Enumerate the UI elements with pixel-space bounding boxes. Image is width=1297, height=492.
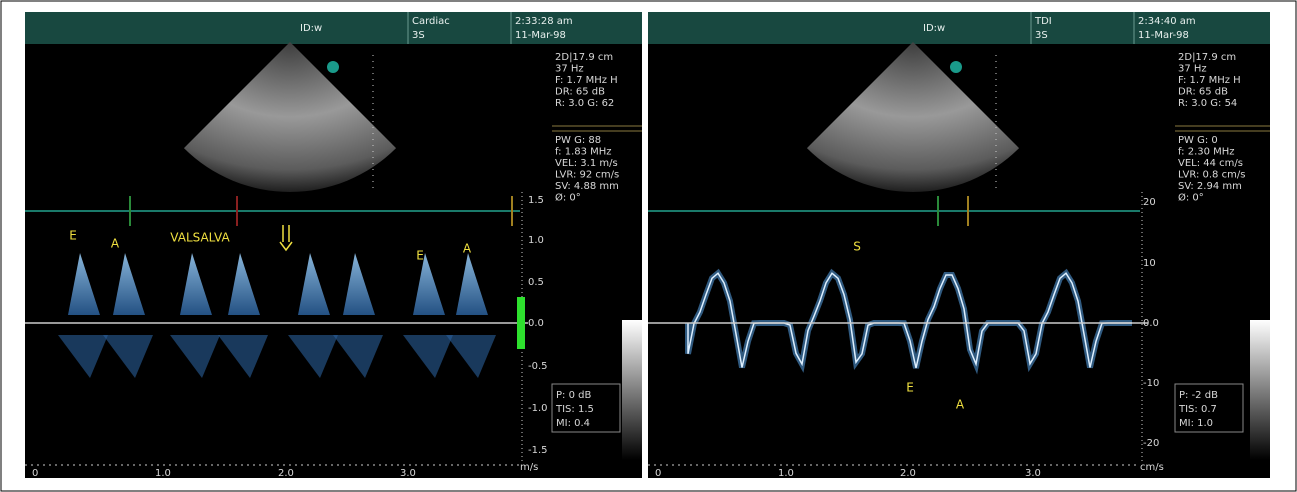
screen: ID:w Cardiac 3S 2:33:28 am 11-Mar-98 2D|17.9 …: [0, 0, 1297, 492]
y-axis-label: 1.5: [528, 195, 544, 206]
info-line: 37 Hz: [555, 64, 584, 75]
x-axis-label: 1.0: [778, 468, 794, 479]
info-line: VEL: 3.1 m/s: [555, 158, 618, 169]
y-axis-label: -1.0: [528, 403, 548, 414]
info-line: LVR: 92 cm/s: [555, 170, 619, 181]
info-line: LVR: 0.8 cm/s: [1178, 170, 1245, 181]
output-line: P: -2 dB: [1179, 390, 1218, 401]
marker-dot: [950, 61, 962, 73]
header-date: 11-Mar-98: [1138, 30, 1189, 41]
info-line: DR: 65 dB: [555, 87, 605, 98]
annotation: S: [853, 240, 861, 254]
marker-dot: [327, 61, 339, 73]
output-line: TIS: 0.7: [1178, 404, 1217, 415]
y-axis-label: 0.5: [528, 277, 544, 288]
gray-ramp: [622, 320, 642, 460]
output-line: MI: 0.4: [556, 418, 590, 429]
annotation: E: [416, 249, 424, 263]
x-axis-label: 3.0: [1025, 468, 1041, 479]
y-axis-label: 1.0: [528, 235, 544, 246]
annotation: A: [463, 242, 472, 256]
y-axis-label: 0.0: [528, 318, 544, 329]
y-axis-label: 0.0: [1143, 318, 1159, 329]
x-axis-label: 1.0: [155, 468, 171, 479]
x-axis-label: 2.0: [900, 468, 916, 479]
header-id: ID:w: [300, 23, 322, 34]
info-line: DR: 65 dB: [1178, 87, 1228, 98]
info-line: SV: 2.94 mm: [1178, 181, 1242, 192]
info-line: R: 3.0 G: 62: [555, 98, 614, 109]
output-line: P: 0 dB: [556, 390, 591, 401]
info-line: 2D|17.9 cm: [555, 52, 613, 63]
info-line: f: 2.30 MHz: [1178, 147, 1235, 158]
info-line: F: 1.7 MHz H: [555, 75, 618, 86]
y-unit: cm/s: [1140, 462, 1164, 473]
y-axis-label: -0.5: [528, 361, 548, 372]
annotation: E: [69, 229, 77, 243]
y-unit: m/s: [520, 462, 538, 473]
header-mode: TDI: [1034, 16, 1052, 27]
info-line: PW G: 88: [555, 135, 601, 146]
output-line: MI: 1.0: [1179, 418, 1213, 429]
info-line: 37 Hz: [1178, 64, 1207, 75]
info-line: VEL: 44 cm/s: [1178, 158, 1243, 169]
info-line: 2D|17.9 cm: [1178, 52, 1236, 63]
y-axis-label: 20: [1143, 197, 1156, 208]
info-line: R: 3.0 G: 54: [1178, 98, 1237, 109]
header-probe: 3S: [412, 30, 425, 41]
annotation: VALSALVA: [170, 231, 230, 245]
info-line: PW G: 0: [1178, 135, 1218, 146]
x-axis-label: 0: [655, 468, 661, 479]
info-line: Ø: 0°: [1178, 192, 1204, 204]
info-line: F: 1.7 MHz H: [1178, 75, 1241, 86]
annotation: E: [906, 381, 914, 395]
x-axis-label: 0: [32, 468, 38, 479]
header-date: 11-Mar-98: [515, 30, 566, 41]
y-axis-label: 10: [1143, 258, 1156, 269]
x-axis-label: 2.0: [278, 468, 294, 479]
output-line: TIS: 1.5: [555, 404, 594, 415]
info-line: f: 1.83 MHz: [555, 147, 612, 158]
info-line: Ø: 0°: [555, 192, 581, 204]
y-axis-label: -10: [1143, 378, 1159, 389]
annotation: A: [956, 398, 965, 412]
header-time: 2:34:40 am: [1138, 16, 1196, 27]
y-axis-label: -1.5: [528, 445, 548, 456]
header-probe: 3S: [1035, 30, 1048, 41]
info-line: SV: 4.88 mm: [555, 181, 619, 192]
header-time: 2:33:28 am: [515, 16, 573, 27]
header-id: ID:w: [923, 23, 945, 34]
y-axis-label: -20: [1143, 438, 1159, 449]
header-mode: Cardiac: [412, 16, 450, 27]
gray-ramp: [1250, 320, 1270, 460]
velocity-bar: [517, 297, 525, 349]
x-axis-label: 3.0: [400, 468, 416, 479]
annotation: A: [111, 237, 120, 251]
